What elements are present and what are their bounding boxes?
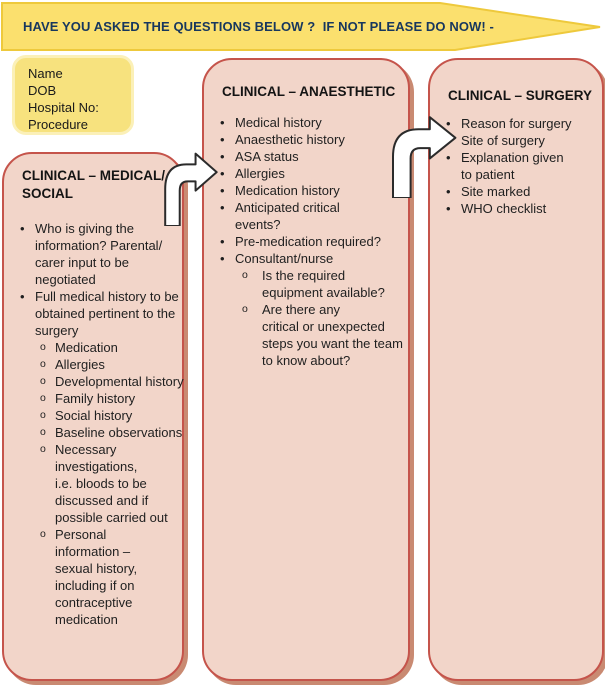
sub-bullet-icon: o bbox=[40, 409, 46, 421]
column-title: CLINICAL – MEDICAL/ SOCIAL bbox=[22, 168, 166, 201]
list-item-text: Pre-medication required? bbox=[235, 234, 381, 249]
bullet-icon: • bbox=[220, 115, 225, 130]
column-clinical-medical-social: CLINICAL – MEDICAL/ SOCIAL • Who is giving… bbox=[2, 152, 184, 681]
list-item-text: Anaesthetic history bbox=[235, 132, 345, 147]
list-item: • Reason for surgery bbox=[430, 115, 602, 132]
list-item-text: Explanation given to patient bbox=[461, 150, 564, 182]
list-item: o Baseline observations bbox=[4, 424, 182, 441]
banner-pennant-shape bbox=[1, 2, 601, 51]
list-item: • Anaesthetic history bbox=[204, 131, 408, 148]
sub-bullet-icon: o bbox=[40, 392, 46, 404]
list-item-text: Personal information – sexual history, i… bbox=[55, 527, 138, 627]
list-item-text: Full medical history to be obtained pert… bbox=[35, 289, 179, 338]
bullet-icon: • bbox=[446, 150, 451, 165]
list-item: • Medication history bbox=[204, 182, 408, 199]
bullet-icon: • bbox=[446, 116, 451, 131]
bullet-icon: • bbox=[220, 183, 225, 198]
list-item-text: Medication bbox=[55, 340, 118, 355]
column-clinical-surgery: CLINICAL – SURGERY • Reason for surgery • Si… bbox=[428, 58, 604, 681]
list-item-text: Family history bbox=[55, 391, 136, 406]
list-item-text: WHO checklist bbox=[461, 201, 547, 216]
list-item: o Personal information – sexual history, … bbox=[4, 526, 182, 628]
list-item-text: Necessary investigations, i.e. bloods to… bbox=[55, 442, 168, 525]
list-item: o Developmental history bbox=[4, 373, 184, 390]
list-item-text: Are there any critical or unexpected ste… bbox=[262, 302, 403, 368]
list-item-text: Site of surgery bbox=[461, 133, 545, 148]
banner-arrow: HAVE YOU ASKED THE QUESTIONS BELOW ? IF … bbox=[0, 0, 605, 53]
list-item-text: Is the required equipment available? bbox=[262, 268, 385, 300]
sub-bullet-icon: o bbox=[40, 358, 46, 370]
sub-bullet-icon: o bbox=[40, 443, 46, 455]
list-item: • Full medical history to be obtained per… bbox=[4, 288, 182, 339]
list-item: • Pre-medication required? bbox=[204, 233, 408, 250]
list-item: o Is the required equipment available? bbox=[204, 267, 408, 301]
patient-info-box: Name DOB Hospital No: Procedure bbox=[12, 55, 134, 135]
curved-arrow-icon bbox=[377, 112, 457, 198]
list-item: o Necessary investigations, i.e. bloods t… bbox=[4, 441, 182, 526]
list-item: o Allergies bbox=[4, 356, 182, 373]
list-item-text: Consultant/nurse bbox=[235, 251, 334, 266]
bullet-icon: • bbox=[446, 184, 451, 199]
sub-bullet-icon: o bbox=[40, 375, 46, 387]
list-item-text: Allergies bbox=[235, 166, 285, 181]
list-item-text: Who is giving the information? Parental/… bbox=[35, 221, 163, 287]
list-item-text: Social history bbox=[55, 408, 133, 423]
list-item: o Family history bbox=[4, 390, 182, 407]
list-item: o Social history bbox=[4, 407, 182, 424]
list-item: • Medical history bbox=[204, 114, 408, 131]
list-item-text: ASA status bbox=[235, 149, 299, 164]
list-item: o Are there any critical or unexpected st… bbox=[204, 301, 408, 369]
bullet-icon: • bbox=[20, 221, 25, 236]
column-clinical-anaesthetic: CLINICAL – ANAESTHETIC • Medical history • A… bbox=[202, 58, 410, 681]
list-item: • Explanation given to patient bbox=[430, 149, 602, 183]
list-item-text: Anticipated critical events? bbox=[235, 200, 340, 232]
bullet-icon: • bbox=[220, 251, 225, 266]
column-title: CLINICAL – SURGERY bbox=[448, 88, 593, 103]
list-item-text: Medication history bbox=[235, 183, 340, 198]
sub-bullet-icon: o bbox=[40, 528, 46, 540]
bullet-icon: • bbox=[220, 166, 225, 181]
bullet-icon: • bbox=[20, 289, 25, 304]
bullet-icon: • bbox=[446, 201, 451, 216]
curved-arrow-icon bbox=[152, 149, 218, 226]
list-item: • Allergies bbox=[204, 165, 408, 182]
sub-bullet-icon: o bbox=[40, 341, 46, 353]
bullet-icon: • bbox=[220, 200, 225, 215]
list-item-text: Medical history bbox=[235, 115, 322, 130]
list-item: • WHO checklist bbox=[430, 200, 602, 217]
bullet-icon: • bbox=[220, 149, 225, 164]
list-item-text: Baseline observations bbox=[55, 425, 183, 440]
list-item-text: Site marked bbox=[461, 184, 531, 199]
sub-bullet-icon: o bbox=[242, 269, 248, 281]
sub-bullet-icon: o bbox=[40, 426, 46, 438]
list-item: • Consultant/nurse bbox=[204, 250, 408, 267]
patient-info-text: Name DOB Hospital No: Procedure bbox=[28, 66, 99, 132]
list-item-text: Reason for surgery bbox=[461, 116, 572, 131]
sub-bullet-icon: o bbox=[242, 303, 248, 315]
banner-text: HAVE YOU ASKED THE QUESTIONS BELOW ? IF … bbox=[23, 19, 494, 34]
list-item-text: Developmental history bbox=[55, 374, 184, 389]
bullet-icon: • bbox=[220, 234, 225, 249]
list-item: • Site marked bbox=[430, 183, 602, 200]
bullet-icon: • bbox=[220, 132, 225, 147]
list-item-text: Allergies bbox=[55, 357, 105, 372]
list-item: • Anticipated critical events? bbox=[204, 199, 408, 233]
list-item: • Who is giving the information? Parental… bbox=[4, 220, 182, 288]
column-title: CLINICAL – ANAESTHETIC bbox=[222, 84, 396, 99]
list-item: • ASA status bbox=[204, 148, 408, 165]
list-item: o Medication bbox=[4, 339, 182, 356]
